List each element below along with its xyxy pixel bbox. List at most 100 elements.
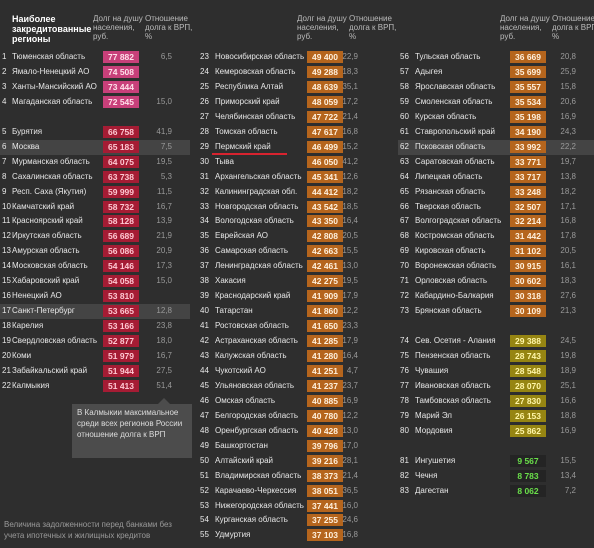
region-name: Приморский край bbox=[215, 96, 280, 106]
debt-value: 48 639 bbox=[307, 80, 343, 93]
region-name: Амурская область bbox=[12, 246, 80, 256]
column-title: Наиболее закредитованные регионы bbox=[12, 14, 92, 44]
debt-value: 30 915 bbox=[510, 260, 546, 273]
rank: 83 bbox=[400, 485, 409, 495]
debt-value: 53 810 bbox=[103, 290, 139, 303]
debt-value: 8 062 bbox=[510, 484, 546, 497]
ratio-value: 15,0 bbox=[156, 96, 172, 106]
debt-value: 26 153 bbox=[510, 409, 546, 422]
ratio-value: 20,9 bbox=[156, 246, 172, 256]
ratio-value: 21,9 bbox=[156, 231, 172, 241]
region-name: Волгоградская область bbox=[415, 216, 502, 226]
debt-value: 66 758 bbox=[103, 125, 139, 138]
rank: 9 bbox=[2, 186, 7, 196]
ratio-value: 5,3 bbox=[160, 171, 172, 181]
region-name: Камчатский край bbox=[12, 201, 75, 211]
rank: 17 bbox=[2, 306, 11, 316]
debt-value: 33 992 bbox=[510, 140, 546, 153]
rank: 42 bbox=[200, 336, 209, 346]
region-name: Коми bbox=[12, 351, 32, 360]
debt-value: 65 183 bbox=[103, 140, 139, 153]
region-name: Тамбовская область bbox=[415, 395, 491, 405]
debt-value: 29 388 bbox=[510, 335, 546, 348]
rank: 21 bbox=[2, 365, 11, 375]
debt-value: 30 109 bbox=[510, 305, 546, 318]
ratio-value: 20,8 bbox=[560, 52, 576, 61]
region-name: Хакасия bbox=[215, 276, 246, 286]
debt-value: 40 885 bbox=[307, 394, 343, 407]
region-name: Еврейская АО bbox=[215, 231, 269, 241]
ratio-header: Отношение долга к ВРП, % bbox=[552, 14, 594, 41]
ratio-value: 17,1 bbox=[560, 201, 576, 211]
rank: 27 bbox=[200, 111, 209, 121]
region-name: Красноярский край bbox=[12, 216, 83, 226]
region-name: Псковская область bbox=[415, 141, 486, 151]
rank: 64 bbox=[400, 171, 409, 181]
rank: 19 bbox=[2, 336, 11, 346]
ratio-value: 23,8 bbox=[156, 321, 172, 331]
rank: 10 bbox=[2, 201, 11, 211]
debt-value: 40 780 bbox=[307, 409, 343, 422]
rank: 4 bbox=[2, 96, 7, 106]
debt-value: 39 796 bbox=[307, 439, 343, 452]
rank: 57 bbox=[400, 66, 409, 76]
ratio-value: 17,9 bbox=[342, 336, 358, 346]
region-name: Башкортостан bbox=[215, 440, 268, 450]
ratio-value: 24,3 bbox=[560, 126, 576, 136]
rank: 54 bbox=[200, 515, 209, 525]
ratio-value: 41,2 bbox=[342, 156, 358, 166]
ratio-value: 20,6 bbox=[560, 96, 576, 106]
ratio-header: Отношение долга к ВРП, % bbox=[349, 14, 397, 41]
debt-value: 46 499 bbox=[307, 140, 343, 153]
rank: 82 bbox=[400, 470, 409, 480]
rank: 46 bbox=[200, 395, 209, 405]
debt-value: 51 979 bbox=[103, 350, 139, 362]
debt-value: 47 617 bbox=[307, 125, 343, 138]
rank: 53 bbox=[200, 500, 209, 510]
debt-value: 43 350 bbox=[307, 215, 343, 228]
debt-value: 30 318 bbox=[510, 290, 546, 303]
region-name: Костромская область bbox=[415, 231, 495, 241]
debt-value: 54 146 bbox=[103, 260, 139, 273]
rank: 7 bbox=[2, 156, 7, 166]
region-name: Мурманская область bbox=[12, 156, 90, 166]
rank: 73 bbox=[400, 306, 409, 316]
debt-value: 37 103 bbox=[307, 529, 343, 542]
debt-header: Долг на душу населения, руб. bbox=[500, 14, 550, 41]
rank: 60 bbox=[400, 111, 409, 121]
debt-value: 42 808 bbox=[307, 230, 343, 243]
region-name: Новгородская область bbox=[215, 201, 299, 211]
ratio-value: 51,4 bbox=[156, 380, 172, 390]
ratio-value: 19,7 bbox=[560, 156, 576, 166]
region-name: Воронежская область bbox=[415, 261, 497, 271]
ratio-value: 7,2 bbox=[564, 485, 576, 495]
ratio-value: 17,2 bbox=[342, 96, 358, 106]
debt-value: 53 665 bbox=[103, 305, 139, 318]
rank: 28 bbox=[200, 126, 209, 136]
debt-value: 63 738 bbox=[103, 170, 139, 183]
debt-value: 32 507 bbox=[510, 200, 546, 213]
region-name: Адыгея bbox=[415, 66, 443, 76]
rank: 50 bbox=[200, 455, 209, 465]
region-name: Калмыкия bbox=[12, 380, 50, 390]
ratio-value: 15,0 bbox=[156, 276, 172, 286]
rank: 13 bbox=[2, 246, 11, 256]
debt-value: 33 771 bbox=[510, 155, 546, 168]
region-name: Пермский край bbox=[215, 141, 271, 151]
debt-value: 37 255 bbox=[307, 514, 343, 527]
region-name: Карелия bbox=[12, 321, 44, 331]
region-name: Владимирская область bbox=[215, 470, 302, 480]
ratio-value: 16,9 bbox=[342, 395, 358, 405]
region-name: Чувашия bbox=[415, 365, 449, 375]
region-name: Мордовия bbox=[415, 425, 453, 435]
ratio-value: 22,2 bbox=[560, 141, 576, 151]
region-name: Смоленская область bbox=[415, 96, 493, 106]
rank: 11 bbox=[2, 216, 11, 226]
rank: 47 bbox=[200, 410, 209, 420]
rank: 49 bbox=[200, 440, 209, 450]
debt-value: 31 102 bbox=[510, 245, 546, 258]
rank: 40 bbox=[200, 306, 209, 316]
rank: 66 bbox=[400, 201, 409, 211]
debt-value: 33 717 bbox=[510, 170, 546, 183]
ratio-value: 18,8 bbox=[560, 410, 576, 420]
